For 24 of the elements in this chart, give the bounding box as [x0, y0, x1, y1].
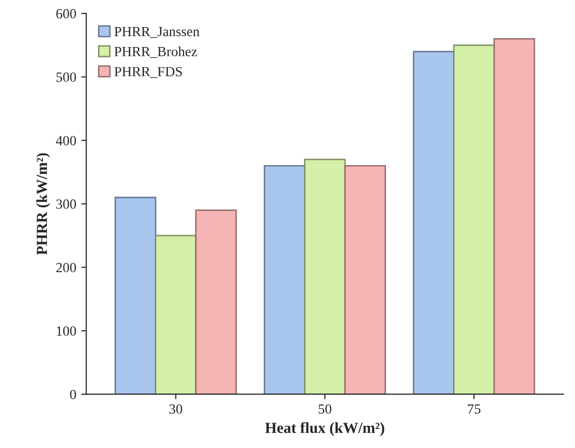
legend-label: PHRR_Brohez [114, 46, 197, 58]
legend-label: PHRR_Janssen [114, 26, 200, 38]
x-tick-label: 50 [318, 404, 332, 414]
x-axis-title: Heat flux (kW/m²) [265, 422, 384, 436]
y-tick-label: 400 [56, 136, 76, 146]
bar [264, 165, 306, 394]
bar [453, 44, 495, 394]
bar [493, 38, 536, 394]
y-tick-label: 500 [56, 72, 76, 82]
bar [195, 209, 237, 394]
y-tick-label: 600 [56, 9, 76, 18]
y-tick-label: 0 [70, 390, 76, 400]
bar [344, 165, 386, 394]
legend-label: PHRR_FDS [114, 66, 182, 78]
x-tick-label: 30 [169, 404, 182, 414]
y-tick-label: 200 [56, 262, 76, 272]
bar [154, 234, 197, 394]
bar [304, 158, 346, 394]
y-tick-label: 300 [56, 199, 76, 209]
y-axis-title: PHRR (kW/m²) [36, 153, 50, 255]
x-tick-label: 75 [468, 404, 480, 414]
bar [114, 196, 156, 394]
bar [412, 50, 455, 394]
y-tick-label: 100 [56, 326, 76, 336]
